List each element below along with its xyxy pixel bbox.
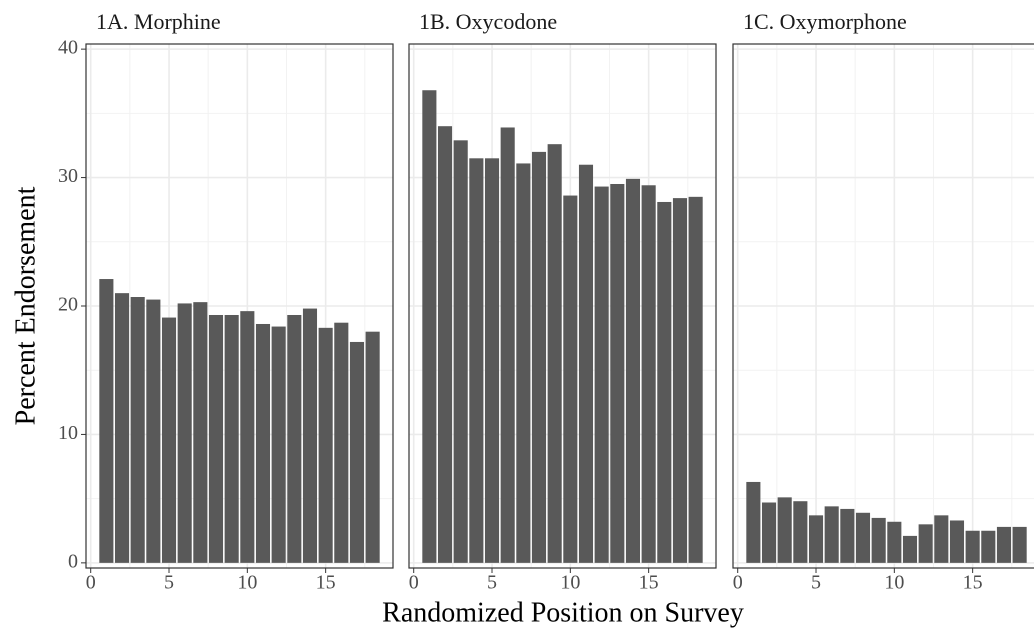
bar: [672, 198, 688, 563]
bar: [902, 535, 918, 563]
bar: [793, 501, 808, 563]
x-tick-label: 15: [963, 572, 983, 594]
x-tick-label: 15: [639, 572, 659, 594]
bar: [453, 140, 468, 563]
bar: [949, 520, 965, 563]
x-tick-label: 5: [164, 572, 174, 594]
bar: [871, 517, 886, 563]
bar: [208, 314, 224, 563]
x-tick-label: 0: [733, 572, 743, 594]
bar: [840, 508, 855, 563]
x-tick-label: 10: [560, 572, 580, 594]
bar: [437, 126, 453, 563]
panel-border: [408, 43, 717, 569]
bar: [161, 317, 177, 563]
bar: [918, 524, 933, 563]
bar: [531, 151, 547, 563]
bar: [500, 127, 515, 563]
bar: [808, 515, 824, 563]
bar: [657, 201, 672, 563]
x-tick-label: 0: [86, 572, 96, 594]
bar: [193, 302, 208, 563]
x-tick-label: 15: [316, 572, 336, 594]
bar: [761, 502, 777, 563]
x-tick-label: 5: [811, 572, 821, 594]
bar: [996, 526, 1012, 563]
y-tick-label: 40: [58, 37, 78, 59]
bar: [641, 185, 656, 563]
bar: [99, 279, 114, 563]
bar: [484, 158, 500, 563]
bar: [934, 515, 949, 563]
bar: [287, 314, 302, 563]
bar: [688, 196, 703, 563]
bar: [578, 164, 594, 563]
y-axis-title: Percent Endorsement: [10, 186, 41, 425]
y-tick-label: 30: [58, 165, 78, 187]
bar: [746, 481, 761, 563]
bar: [469, 158, 484, 563]
bar: [271, 326, 286, 563]
panel-title: 1B. Oxycodone: [419, 9, 557, 34]
y-tick-label: 0: [68, 550, 78, 572]
bar: [130, 297, 145, 563]
bar: [965, 530, 980, 563]
bar: [981, 530, 996, 563]
bar: [177, 303, 192, 563]
bar: [365, 331, 380, 563]
panel-border: [85, 43, 394, 569]
x-tick-label: 10: [237, 572, 257, 594]
x-tick-label: 0: [409, 572, 419, 594]
bar: [887, 521, 902, 563]
bar: [610, 183, 625, 563]
bar: [547, 144, 562, 563]
panel-title: 1C. Oxymorphone: [743, 9, 907, 34]
bar: [1012, 526, 1027, 563]
bar: [516, 163, 531, 563]
x-tick-label: 5: [487, 572, 497, 594]
bar: [422, 90, 437, 563]
bar: [334, 322, 349, 563]
bar: [240, 311, 255, 563]
bar: [625, 178, 641, 563]
bar: [114, 293, 130, 563]
x-axis-title: Randomized Position on Survey: [382, 597, 744, 628]
bar: [255, 323, 271, 563]
bar: [302, 308, 318, 563]
y-tick-label: 20: [58, 294, 78, 316]
bar: [224, 314, 239, 563]
panel-border: [732, 43, 1034, 569]
bar: [824, 506, 839, 563]
bar: [146, 299, 161, 563]
panel-title: 1A. Morphine: [96, 9, 221, 34]
bar: [563, 195, 578, 563]
y-tick-label: 10: [58, 422, 78, 444]
bar: [349, 341, 365, 563]
bar: [777, 497, 792, 563]
x-tick-label: 10: [884, 572, 904, 594]
bar: [594, 186, 609, 563]
bar: [855, 512, 871, 563]
bar: [318, 327, 333, 563]
